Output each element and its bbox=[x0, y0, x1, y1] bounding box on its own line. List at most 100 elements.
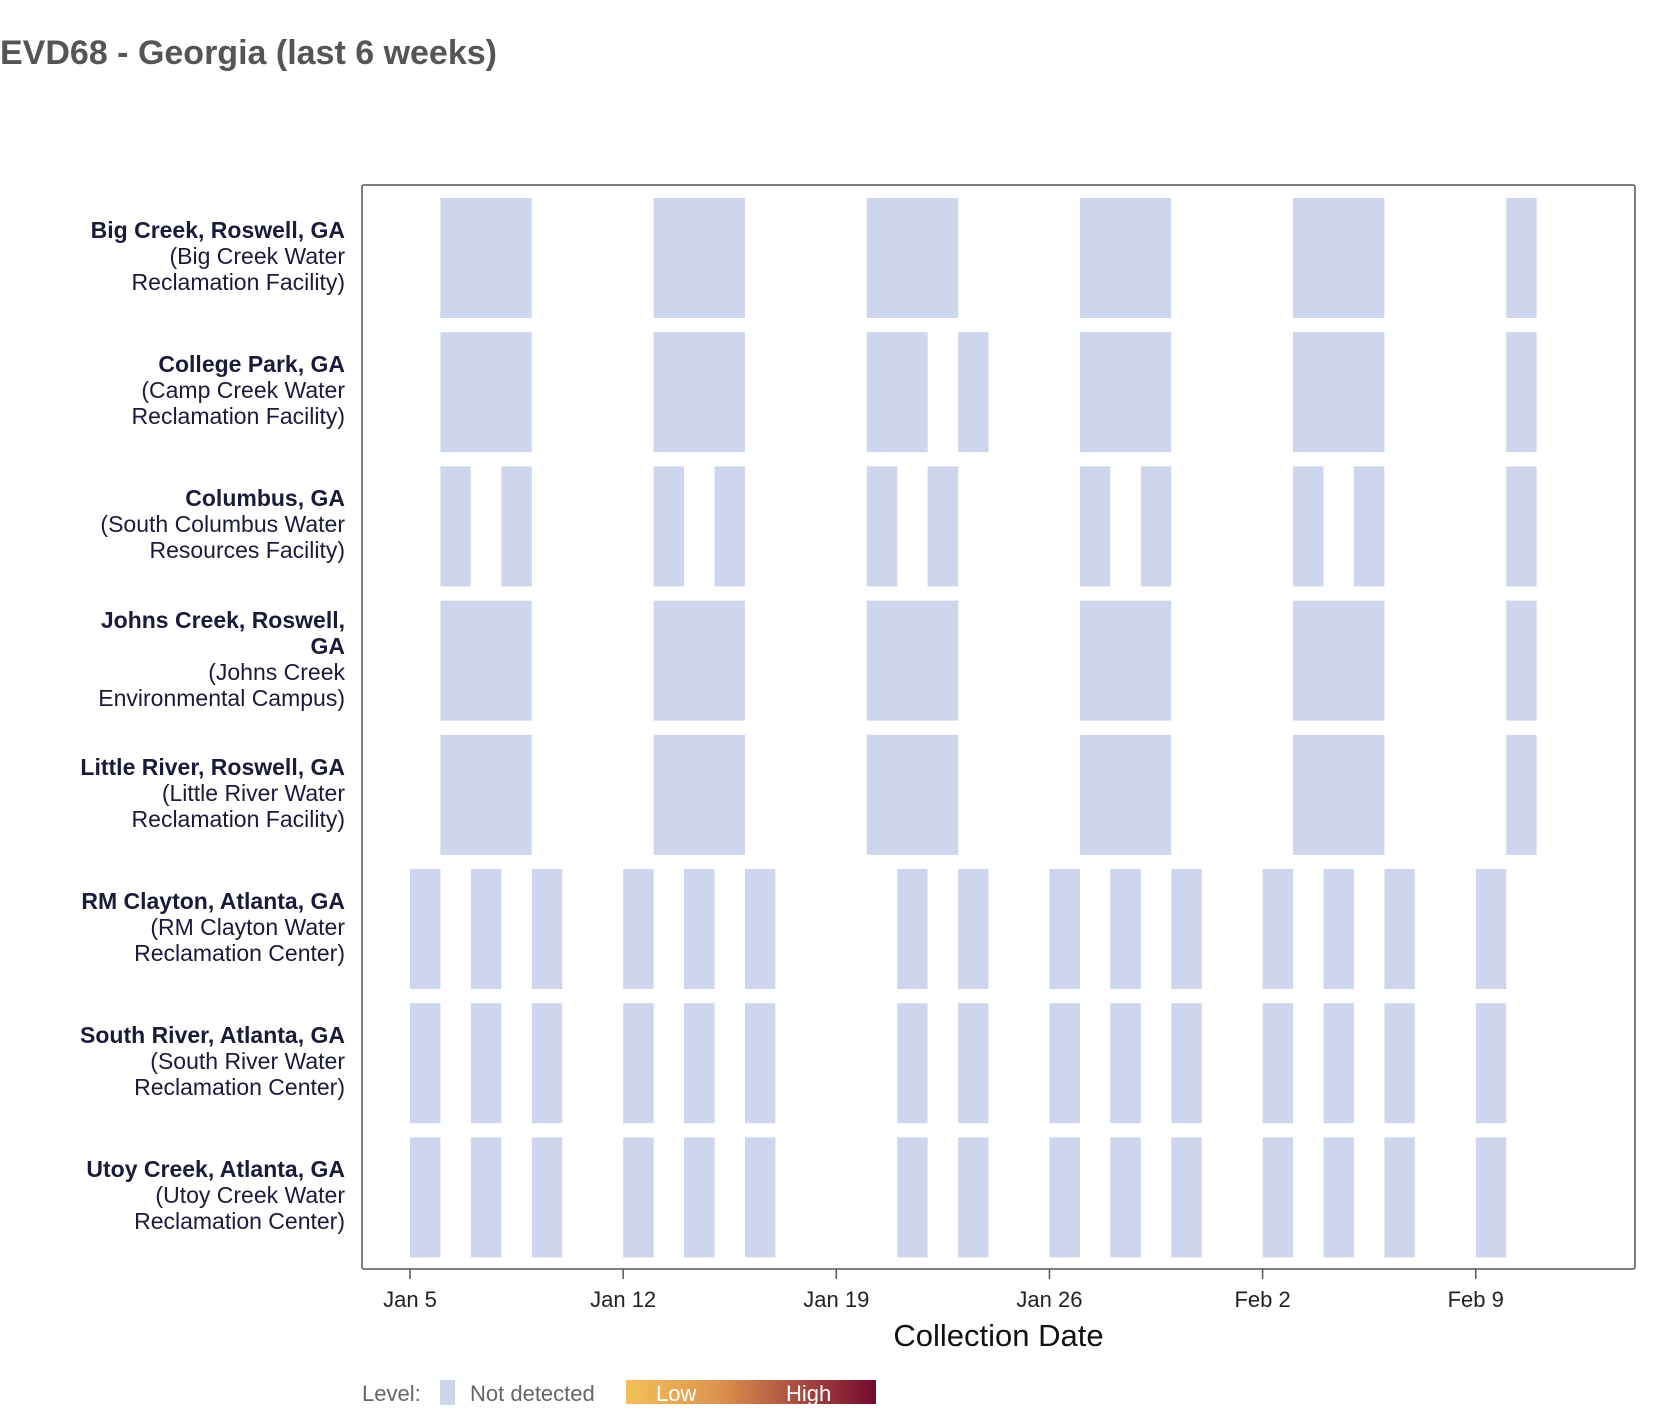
sample-bar[interactable] bbox=[1506, 466, 1537, 587]
sample-bar[interactable] bbox=[440, 600, 532, 721]
sample-bar[interactable] bbox=[745, 869, 776, 989]
sample-bar[interactable] bbox=[623, 1003, 654, 1124]
sample-bar[interactable] bbox=[410, 1003, 441, 1124]
site-label: South River, Atlanta, GA (South River Wat… bbox=[0, 1022, 345, 1100]
sample-bar[interactable] bbox=[1140, 466, 1172, 587]
sample-bar[interactable] bbox=[958, 1003, 989, 1124]
sample-bar[interactable] bbox=[1049, 869, 1080, 989]
legend-low-label: Low bbox=[656, 1381, 697, 1406]
sample-bar[interactable] bbox=[958, 1137, 989, 1258]
sample-bar[interactable] bbox=[1293, 198, 1385, 318]
sample-bar[interactable] bbox=[1293, 734, 1385, 855]
sample-bar[interactable] bbox=[1079, 332, 1172, 453]
sample-bar[interactable] bbox=[1475, 1137, 1507, 1258]
sample-bar[interactable] bbox=[1293, 332, 1385, 453]
site-location: Johns Creek, Roswell, bbox=[100, 606, 345, 633]
sample-bar[interactable] bbox=[1262, 1137, 1294, 1258]
sample-bar[interactable] bbox=[1262, 869, 1294, 989]
site-facility: Reclamation Facility) bbox=[131, 403, 345, 430]
sample-bar[interactable] bbox=[714, 466, 746, 587]
sample-bar[interactable] bbox=[1353, 466, 1385, 587]
sample-bar[interactable] bbox=[866, 332, 928, 453]
site-facility: (Johns Creek bbox=[208, 658, 345, 685]
sample-bar[interactable] bbox=[866, 600, 959, 721]
site-facility: (South River Water bbox=[150, 1048, 345, 1075]
sample-bar[interactable] bbox=[958, 332, 989, 453]
sample-bar[interactable] bbox=[1323, 869, 1354, 989]
sample-bar[interactable] bbox=[531, 1137, 563, 1258]
sample-bar[interactable] bbox=[653, 332, 745, 453]
sample-bar[interactable] bbox=[927, 466, 959, 587]
sample-bar[interactable] bbox=[1110, 1003, 1141, 1124]
sample-bar[interactable] bbox=[531, 1003, 563, 1124]
sample-bar[interactable] bbox=[1171, 1137, 1202, 1258]
sample-bar[interactable] bbox=[1079, 600, 1172, 721]
site-facility: Reclamation Center) bbox=[134, 940, 345, 966]
sample-bar[interactable] bbox=[1475, 1003, 1507, 1124]
site-facility: (Utoy Creek Water bbox=[155, 1182, 345, 1209]
sample-bar[interactable] bbox=[410, 869, 441, 989]
sample-bar[interactable] bbox=[1475, 869, 1507, 989]
sample-bar[interactable] bbox=[410, 1137, 441, 1258]
sample-bar[interactable] bbox=[684, 1003, 715, 1124]
sample-bar[interactable] bbox=[1079, 198, 1172, 318]
site-facility: Reclamation Center) bbox=[134, 1074, 345, 1101]
sample-bar[interactable] bbox=[623, 869, 654, 989]
sample-bar[interactable] bbox=[897, 1003, 928, 1124]
site-location: GA bbox=[310, 632, 346, 659]
sample-bar[interactable] bbox=[958, 869, 989, 989]
sample-bar[interactable] bbox=[440, 198, 532, 318]
sample-bar[interactable] bbox=[1323, 1003, 1354, 1124]
x-axis-ticks: Jan 5 Jan 12 Jan 19 Jan 26 Feb 2 Feb 9 bbox=[383, 1269, 1504, 1312]
sample-bar[interactable] bbox=[470, 1137, 502, 1258]
site-label: RM Clayton, Atlanta, GA (RM Clayton Water… bbox=[0, 888, 345, 966]
sample-bar[interactable] bbox=[531, 869, 563, 989]
sample-bar[interactable] bbox=[1110, 1137, 1141, 1258]
site-facility: Reclamation Center) bbox=[134, 1208, 345, 1235]
sample-bar[interactable] bbox=[897, 869, 928, 989]
sample-bar[interactable] bbox=[1506, 600, 1537, 721]
sample-bar[interactable] bbox=[1171, 869, 1202, 989]
sample-bar[interactable] bbox=[623, 1137, 654, 1258]
sample-bar[interactable] bbox=[653, 198, 745, 318]
sample-bar[interactable] bbox=[470, 869, 502, 989]
sample-bar[interactable] bbox=[1506, 734, 1537, 855]
sample-bar[interactable] bbox=[653, 600, 745, 721]
sample-bar[interactable] bbox=[1171, 1003, 1202, 1124]
sample-bar[interactable] bbox=[684, 1137, 715, 1258]
sample-bar[interactable] bbox=[1293, 600, 1385, 721]
sample-bar[interactable] bbox=[1323, 1137, 1354, 1258]
sample-bar[interactable] bbox=[1293, 466, 1324, 587]
x-tick-label: Jan 12 bbox=[590, 1287, 656, 1312]
sample-bar[interactable] bbox=[866, 734, 959, 855]
sample-bar[interactable] bbox=[653, 466, 684, 587]
sample-bar[interactable] bbox=[1384, 869, 1415, 989]
sample-bar[interactable] bbox=[866, 198, 959, 318]
sample-bar[interactable] bbox=[1049, 1003, 1080, 1124]
sample-bar[interactable] bbox=[745, 1137, 776, 1258]
site-facility: Environmental Campus) bbox=[98, 684, 345, 711]
sample-bar[interactable] bbox=[1079, 734, 1172, 855]
sample-bar[interactable] bbox=[1506, 198, 1537, 318]
sample-bar[interactable] bbox=[1079, 466, 1111, 587]
sample-bar[interactable] bbox=[440, 332, 532, 453]
x-tick-label: Jan 5 bbox=[383, 1287, 437, 1312]
sample-bar[interactable] bbox=[684, 869, 715, 989]
site-label: Little River, Roswell, GA (Little River W… bbox=[0, 754, 345, 832]
sample-bar[interactable] bbox=[866, 466, 898, 587]
sample-bar[interactable] bbox=[1506, 332, 1537, 453]
sample-bar[interactable] bbox=[470, 1003, 502, 1124]
sample-bar[interactable] bbox=[501, 466, 532, 587]
sample-bar[interactable] bbox=[440, 466, 471, 587]
sample-bar[interactable] bbox=[1110, 869, 1141, 989]
sample-bar[interactable] bbox=[1384, 1137, 1415, 1258]
legend-not-detected-swatch bbox=[440, 1380, 455, 1405]
sample-bar[interactable] bbox=[897, 1137, 928, 1258]
sample-bar[interactable] bbox=[440, 734, 532, 855]
sample-bar[interactable] bbox=[1384, 1003, 1415, 1124]
sample-bar[interactable] bbox=[1262, 1003, 1294, 1124]
sample-bar[interactable] bbox=[745, 1003, 776, 1124]
sample-bar[interactable] bbox=[653, 734, 745, 855]
sample-bar[interactable] bbox=[1049, 1137, 1080, 1258]
